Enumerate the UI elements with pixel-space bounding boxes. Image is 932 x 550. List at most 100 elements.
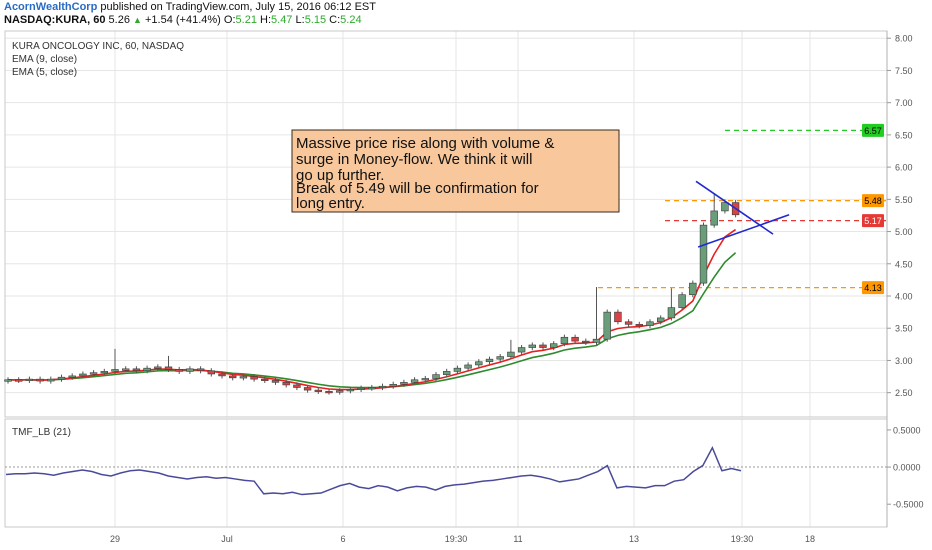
tmf-axis: 0.5000 0.0000 -0.5000 xyxy=(887,425,924,510)
candle-body xyxy=(421,378,429,381)
annotation-line-5: long entry. xyxy=(296,195,365,212)
level-badge-label: 5.48 xyxy=(864,196,882,206)
close-label: C: xyxy=(329,14,341,26)
ohlc-line: NASDAQ:KURA, 60 5.26 ▲ +1.54 (+41.4%) O:… xyxy=(4,14,362,26)
symbol-label: NASDAQ:KURA, 60 xyxy=(4,14,106,26)
candle-body xyxy=(571,336,579,342)
candle-body xyxy=(592,338,601,343)
tmf-title: TMF_LB (21) xyxy=(12,427,71,438)
price-pane-frame xyxy=(4,30,888,418)
ema9-path xyxy=(7,252,737,389)
candle-body xyxy=(432,374,440,379)
candle-body xyxy=(207,370,215,375)
candle-body xyxy=(143,367,151,372)
trend-line xyxy=(695,180,774,235)
candle-body xyxy=(485,358,494,363)
candle-body xyxy=(271,380,280,383)
trend-lines[interactable] xyxy=(695,180,790,248)
candle-body xyxy=(667,307,676,319)
y-tick-label: 5.50 xyxy=(895,195,913,205)
candle-body xyxy=(57,376,66,380)
candle-body xyxy=(453,367,462,372)
candle-body xyxy=(261,378,269,381)
candle-body xyxy=(346,389,355,392)
tmf-pane-frame xyxy=(4,418,888,528)
level-badge xyxy=(862,214,884,228)
candle-body xyxy=(175,369,183,372)
x-tick-label: Jul xyxy=(221,534,233,544)
candle-body xyxy=(656,317,665,323)
candle-body xyxy=(528,344,537,348)
candle-body xyxy=(15,379,23,382)
y-tick-label: 3.00 xyxy=(895,356,913,366)
candle-body xyxy=(47,378,55,382)
tmf-tick-label: 0.0000 xyxy=(893,463,921,473)
candle-body xyxy=(507,351,515,357)
high-label: H: xyxy=(260,14,272,26)
candle-body xyxy=(378,385,387,389)
candle-body xyxy=(303,387,312,391)
level-badge xyxy=(862,123,884,137)
ema9-line xyxy=(7,252,737,389)
price-change: +1.54 (+41.4%) xyxy=(145,14,221,26)
candle-body xyxy=(68,375,76,378)
candle-body xyxy=(475,361,483,366)
ema5-line xyxy=(7,228,737,391)
y-tick-label: 4.50 xyxy=(895,259,913,269)
candle-body xyxy=(549,343,558,348)
candles xyxy=(4,194,740,395)
ema9-legend: EMA (9, close) xyxy=(12,54,77,65)
candle-body xyxy=(410,379,419,383)
publish-line: AcornWealthCorp published on TradingView… xyxy=(4,1,376,13)
low-label: L: xyxy=(295,14,305,26)
annotation-callout[interactable]: Massive price rise along with volume & s… xyxy=(291,129,620,213)
candle-body xyxy=(603,311,611,340)
candle-body xyxy=(196,368,205,372)
candle-body xyxy=(539,344,547,348)
x-tick-label: 18 xyxy=(805,534,815,544)
candle-body xyxy=(325,391,333,394)
candle-body xyxy=(400,382,408,385)
candle-body xyxy=(79,373,87,377)
price-axis: 8.00 7.50 7.00 6.50 6.00 5.50 5.00 4.50 4.00 3.50… xyxy=(887,34,913,398)
candle-body xyxy=(122,368,130,371)
candle-body xyxy=(646,321,654,326)
candle-body xyxy=(229,375,237,379)
publisher-link[interactable]: AcornWealthCorp xyxy=(4,1,98,13)
y-tick-label: 3.50 xyxy=(895,324,913,334)
ema5-path xyxy=(7,228,737,391)
candle-body xyxy=(721,202,729,212)
candle-body xyxy=(314,389,322,392)
candle-body xyxy=(250,376,258,380)
candle-body xyxy=(357,387,365,390)
candle-body xyxy=(4,379,12,382)
open-value: 5.21 xyxy=(235,14,257,26)
horizontal-levels xyxy=(598,129,886,289)
candle-body xyxy=(678,294,686,308)
x-tick-label: 13 xyxy=(629,534,639,544)
time-axis: 29 Jul 6 19:30 11 13 19:30 18 xyxy=(110,534,815,544)
x-tick-label: 29 xyxy=(110,534,120,544)
candle-body xyxy=(614,311,622,323)
tmf-tick-label: -0.5000 xyxy=(893,500,924,510)
y-tick-label: 6.50 xyxy=(895,130,913,140)
y-tick-label: 8.00 xyxy=(895,34,913,44)
level-badge-label: 4.13 xyxy=(864,283,882,293)
candle-body xyxy=(517,347,526,353)
open-label: O: xyxy=(223,14,236,26)
last-price: 5.26 xyxy=(108,14,130,26)
candle-body xyxy=(464,364,472,369)
annotation-line-3: go up further. xyxy=(296,167,384,184)
y-tick-label: 6.00 xyxy=(895,163,913,173)
level-badge xyxy=(862,281,884,295)
low-value: 5.15 xyxy=(304,14,327,26)
candle-body xyxy=(560,336,569,344)
candle-body xyxy=(582,340,590,343)
tmf-path xyxy=(5,445,742,496)
candle-body xyxy=(186,368,194,372)
candle-body xyxy=(699,224,708,284)
close-value: 5.24 xyxy=(340,14,362,26)
chart-title: KURA ONCOLOGY INC, 60, NASDAQ xyxy=(12,41,184,52)
candle-body xyxy=(282,382,290,386)
